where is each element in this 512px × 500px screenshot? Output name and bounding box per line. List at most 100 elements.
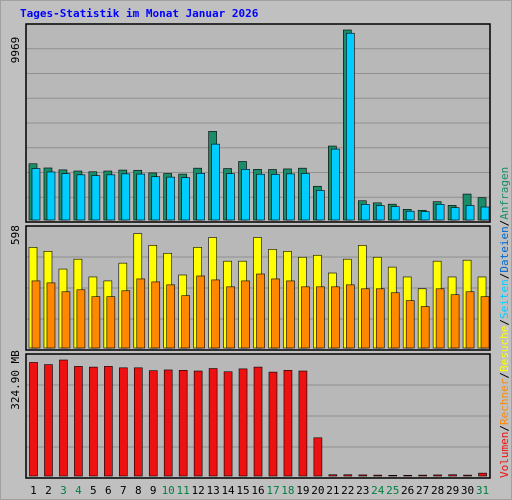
bar-dateien xyxy=(181,177,190,221)
bar-dateien xyxy=(151,176,161,221)
x-tick-label: 30 xyxy=(461,484,474,497)
panel-bottom xyxy=(25,353,491,479)
bar-volumen xyxy=(178,370,188,477)
bar-dateien xyxy=(166,176,176,221)
bar-rechner xyxy=(46,282,56,349)
bar-rechner xyxy=(121,290,131,349)
bar-rechner xyxy=(375,288,385,349)
bar-rechner xyxy=(331,286,340,349)
bar-rechner xyxy=(346,284,355,349)
bar-volumen xyxy=(119,367,128,477)
bar-volumen xyxy=(208,368,218,477)
x-tick-label: 18 xyxy=(281,484,294,497)
x-axis-labels: 1 2 3 4 5 6 7 8 9 10 11 12 13 14 15 16 17 18 19 20 21 22 23 24 2… xyxy=(30,484,489,497)
bar-rechner xyxy=(360,288,370,349)
bar-volumen xyxy=(133,367,143,477)
x-tick-label: 11 xyxy=(177,484,190,497)
x-tick-label: 22 xyxy=(341,484,354,497)
bar-dateien xyxy=(286,173,295,221)
x-tick-label: 10 xyxy=(162,484,175,497)
bar-rechner xyxy=(106,296,116,349)
x-tick-label: 3 xyxy=(60,484,67,497)
panel-middle-border xyxy=(25,225,491,351)
panel-bottom-border xyxy=(25,353,491,479)
bar-rechner xyxy=(211,279,220,349)
bar-rechner xyxy=(390,292,400,349)
panel-top-border xyxy=(25,23,491,223)
bar-volumen xyxy=(29,362,38,477)
bar-volumen xyxy=(148,370,158,477)
panel-bottom-bars xyxy=(29,359,487,477)
x-tick-label: 28 xyxy=(431,484,444,497)
bar-volumen xyxy=(163,369,173,477)
panel-top xyxy=(25,23,491,223)
bar-dateien xyxy=(136,173,146,221)
x-tick-label: 6 xyxy=(105,484,112,497)
bar-dateien xyxy=(316,190,325,221)
x-tick-label: 2 xyxy=(45,484,52,497)
bar-rechner xyxy=(271,278,280,349)
x-tick-label: 25 xyxy=(386,484,399,497)
legend-item: Seiten xyxy=(498,279,511,319)
bar-volumen xyxy=(478,472,487,477)
bar-rechner xyxy=(31,280,41,349)
x-tick-label: 12 xyxy=(192,484,205,497)
bar-rechner xyxy=(480,296,490,349)
bar-dateien xyxy=(271,174,280,221)
legend-item: Dateien xyxy=(498,226,511,272)
bar-dateien xyxy=(331,148,340,221)
bar-dateien xyxy=(375,205,385,221)
bar-rechner xyxy=(316,286,325,349)
bar-dateien xyxy=(241,169,250,221)
bar-volumen xyxy=(89,366,98,477)
legend-item: Rechner xyxy=(498,378,511,425)
legend-separator: / xyxy=(498,372,511,379)
legend-separator: / xyxy=(498,425,511,432)
bar-dateien xyxy=(121,173,131,221)
legend-separator: / xyxy=(498,319,511,326)
bar-volumen xyxy=(403,474,412,477)
bar-volumen xyxy=(343,474,353,477)
bar-volumen xyxy=(238,368,248,477)
x-tick-label: 26 xyxy=(401,484,414,497)
panel-top-bars xyxy=(28,29,490,221)
legend-item: Besuche xyxy=(498,326,511,372)
x-tick-label: 29 xyxy=(446,484,459,497)
bar-volumen xyxy=(418,474,427,477)
bar-rechner xyxy=(91,296,101,349)
bar-dateien xyxy=(301,173,310,221)
x-tick-label: 23 xyxy=(356,484,369,497)
x-tick-label: 1 xyxy=(30,484,37,497)
bar-dateien xyxy=(346,32,355,221)
panel-middle xyxy=(25,225,491,351)
bar-volumen xyxy=(298,370,308,477)
bar-volumen xyxy=(44,364,53,477)
panel-middle-bars xyxy=(28,233,490,349)
bar-volumen xyxy=(59,359,68,477)
panel-top-grid xyxy=(26,48,490,198)
x-tick-label: 21 xyxy=(326,484,339,497)
bar-dateien xyxy=(420,211,430,221)
bar-volumen xyxy=(388,474,398,477)
bar-rechner xyxy=(420,306,430,349)
x-tick-label: 24 xyxy=(371,484,385,497)
bar-rechner xyxy=(286,280,295,349)
y-max-label-bottom: 324.90 MB xyxy=(9,350,22,410)
x-tick-label: 13 xyxy=(206,484,219,497)
x-tick-label: 5 xyxy=(90,484,97,497)
bar-rechner xyxy=(435,288,445,349)
bar-rechner xyxy=(76,289,86,349)
bar-volumen xyxy=(253,366,263,477)
bar-rechner xyxy=(151,281,161,349)
bar-rechner xyxy=(465,291,475,349)
bar-volumen xyxy=(448,474,457,477)
bar-rechner xyxy=(226,286,235,349)
x-tick-label: 17 xyxy=(266,484,279,497)
bar-volumen xyxy=(268,371,278,477)
bar-rechner xyxy=(61,291,71,349)
bar-volumen xyxy=(223,371,233,477)
bar-rechner xyxy=(301,286,310,349)
bar-rechner xyxy=(166,284,176,349)
bar-rechner xyxy=(136,278,146,349)
